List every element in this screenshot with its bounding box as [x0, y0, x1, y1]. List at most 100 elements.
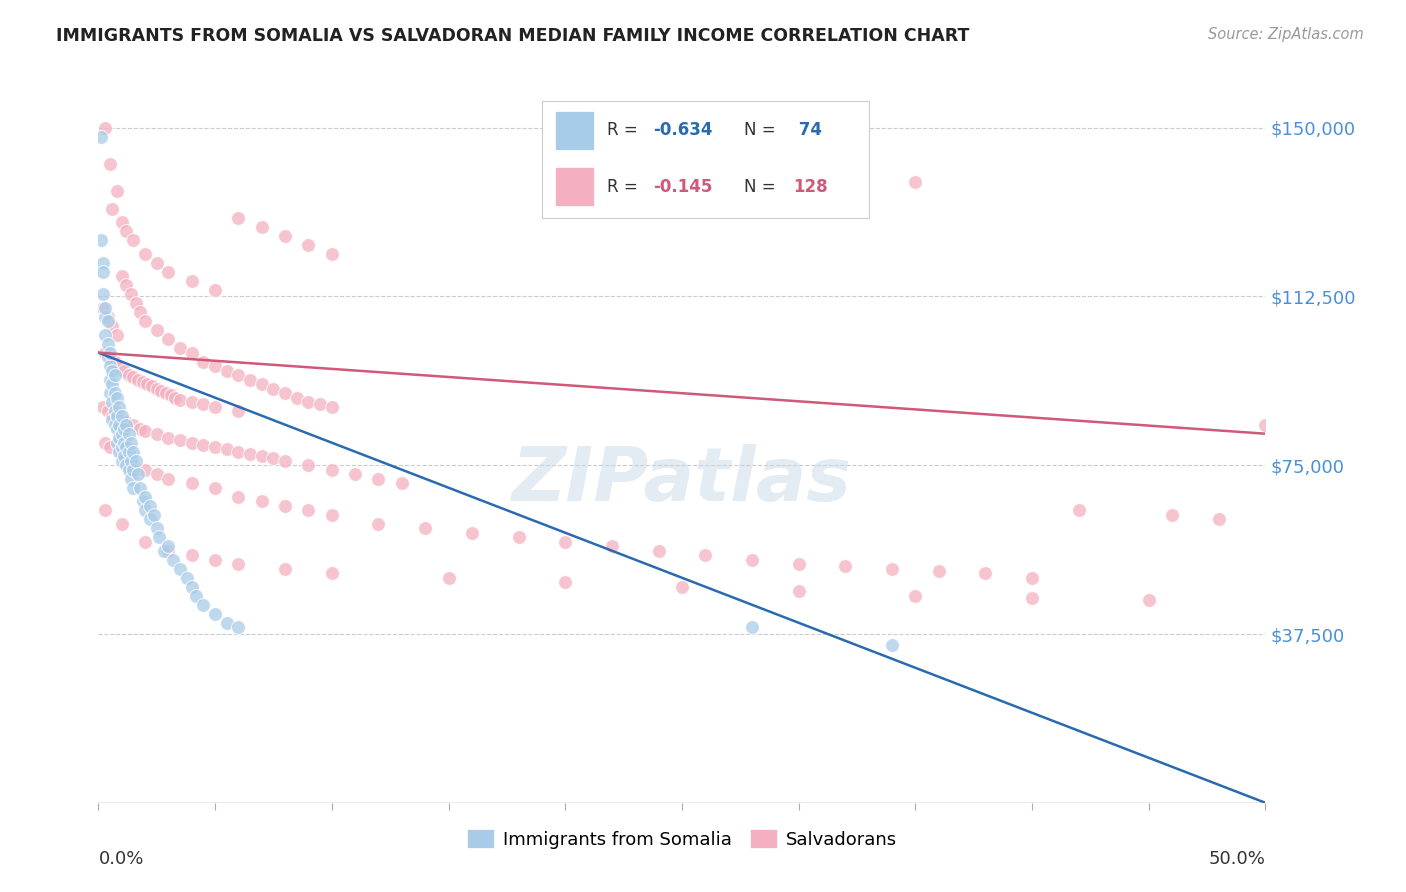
Point — [94, 503, 117, 517]
Text: IMMIGRANTS FROM SOMALIA VS SALVADORAN MEDIAN FAMILY INCOME CORRELATION CHART: IMMIGRANTS FROM SOMALIA VS SALVADORAN ME… — [56, 27, 970, 45]
Point — [274, 562, 297, 576]
Point — [554, 534, 576, 549]
Point — [204, 481, 226, 495]
Text: 50.0%: 50.0% — [1209, 850, 1265, 868]
Point — [111, 413, 134, 427]
Point — [134, 503, 156, 517]
Point — [250, 494, 273, 508]
Point — [904, 589, 927, 603]
Point — [215, 615, 238, 630]
Point — [134, 425, 156, 439]
Point — [239, 447, 262, 461]
Point — [98, 345, 121, 359]
Point — [148, 530, 170, 544]
Point — [157, 265, 180, 279]
Point — [262, 451, 284, 466]
Point — [105, 409, 128, 423]
Point — [101, 409, 124, 423]
Point — [1021, 591, 1043, 605]
Point — [169, 392, 191, 407]
Point — [228, 620, 250, 634]
Point — [115, 440, 138, 454]
Point — [134, 534, 156, 549]
Point — [105, 327, 128, 342]
Point — [111, 453, 134, 467]
Point — [112, 435, 135, 450]
Point — [127, 373, 149, 387]
Point — [297, 458, 319, 473]
Point — [98, 373, 121, 387]
Point — [180, 476, 202, 491]
Point — [129, 481, 152, 495]
Point — [129, 305, 152, 319]
Point — [91, 301, 114, 315]
Point — [880, 638, 903, 652]
Point — [122, 233, 145, 247]
Point — [141, 379, 163, 393]
Point — [105, 391, 128, 405]
Point — [111, 269, 134, 284]
Point — [105, 411, 128, 425]
Point — [157, 539, 180, 553]
Point — [159, 388, 181, 402]
Point — [162, 553, 184, 567]
Point — [695, 548, 717, 562]
Point — [1067, 503, 1090, 517]
Point — [155, 386, 177, 401]
Point — [94, 435, 117, 450]
Point — [118, 368, 141, 383]
Point — [108, 444, 131, 458]
Point — [228, 404, 250, 418]
Point — [413, 521, 436, 535]
Point — [274, 499, 297, 513]
Point — [134, 463, 156, 477]
Point — [180, 395, 202, 409]
Point — [134, 246, 156, 260]
Point — [101, 318, 124, 333]
Point — [139, 499, 162, 513]
Point — [104, 368, 127, 383]
Point — [204, 283, 226, 297]
Point — [904, 175, 927, 189]
Point — [671, 580, 693, 594]
Point — [193, 598, 215, 612]
Point — [150, 384, 173, 398]
Point — [118, 444, 141, 458]
Point — [186, 589, 208, 603]
Point — [157, 332, 180, 346]
Point — [204, 553, 226, 567]
Point — [111, 426, 134, 441]
Point — [120, 287, 142, 301]
Point — [101, 377, 124, 392]
Point — [1208, 512, 1230, 526]
Point — [228, 211, 250, 225]
Point — [787, 558, 810, 572]
Point — [115, 416, 138, 430]
Point — [228, 490, 250, 504]
Point — [98, 440, 121, 454]
Point — [647, 543, 669, 558]
Point — [111, 440, 134, 454]
Legend: Immigrants from Somalia, Salvadorans: Immigrants from Somalia, Salvadorans — [460, 822, 904, 856]
Point — [297, 237, 319, 252]
Point — [122, 463, 145, 477]
Point — [91, 287, 114, 301]
Point — [108, 417, 131, 432]
Point — [108, 359, 131, 374]
Point — [98, 350, 121, 364]
Text: ZIPatlas: ZIPatlas — [512, 444, 852, 517]
Point — [297, 395, 319, 409]
Text: 0.0%: 0.0% — [98, 850, 143, 868]
Point — [120, 453, 142, 467]
Text: Source: ZipAtlas.com: Source: ZipAtlas.com — [1208, 27, 1364, 42]
Point — [122, 481, 145, 495]
Point — [112, 422, 135, 436]
Point — [125, 296, 148, 310]
Point — [122, 417, 145, 432]
Point — [112, 449, 135, 463]
Point — [309, 397, 332, 411]
Point — [250, 377, 273, 392]
Point — [461, 525, 484, 540]
Point — [94, 310, 117, 324]
Point — [98, 156, 121, 170]
